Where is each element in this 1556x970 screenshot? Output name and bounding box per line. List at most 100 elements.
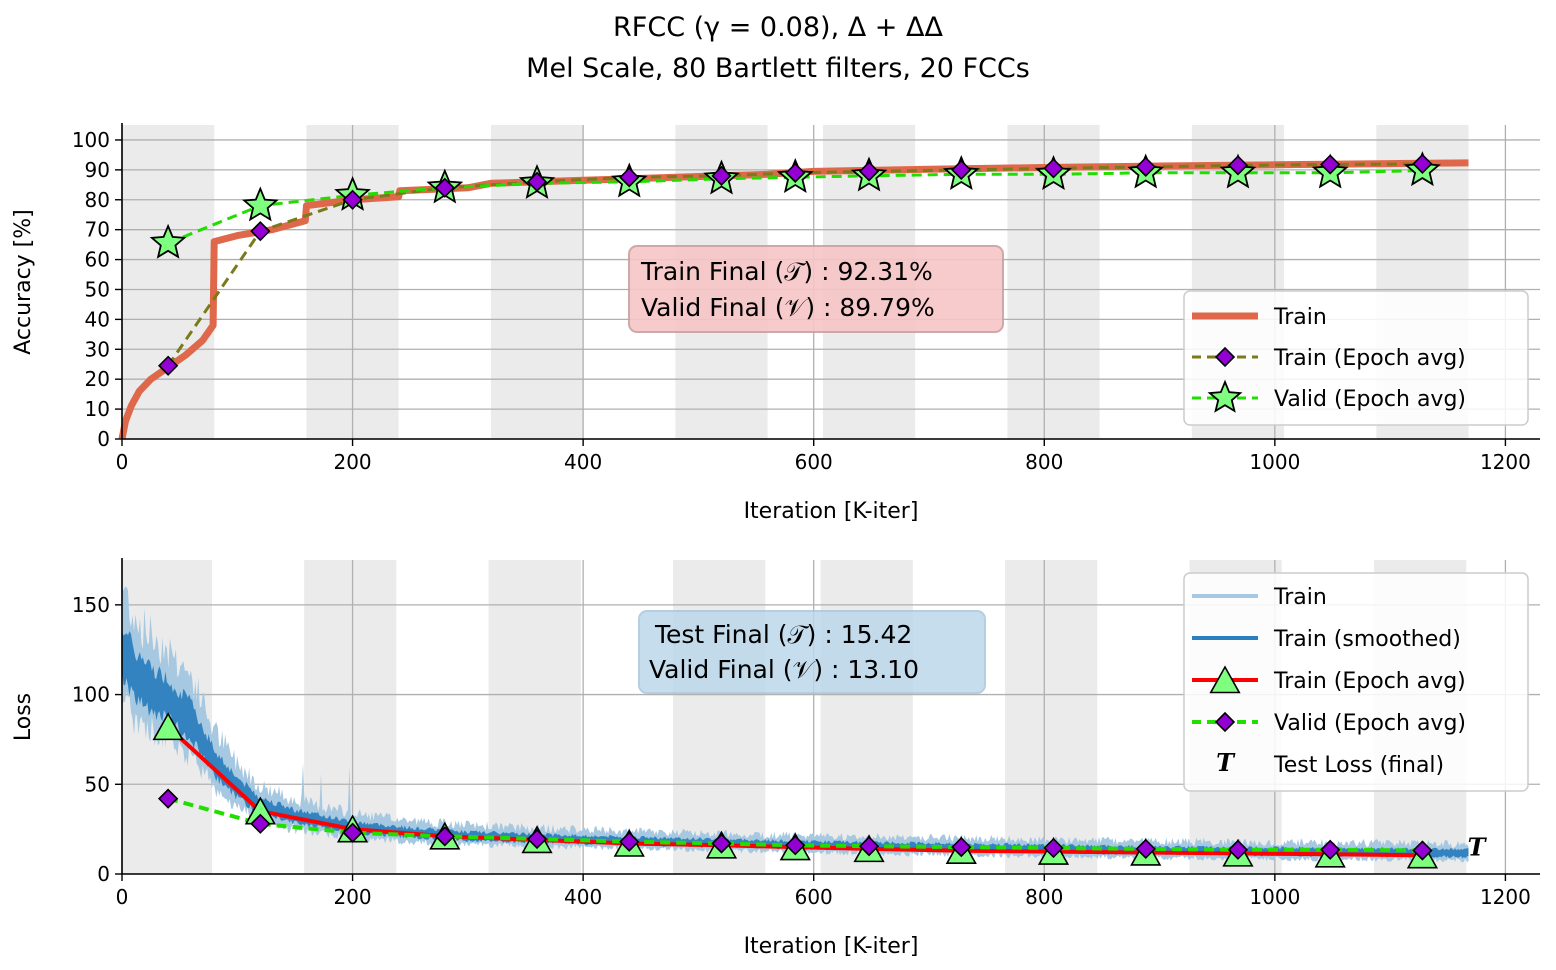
loss-valid-epoch-diamond: [858, 836, 880, 857]
loss-legend-test-marker: T: [1216, 748, 1236, 777]
acc-x-tick-label: 0: [116, 450, 129, 474]
loss-final-box: [638, 610, 986, 694]
loss-valid-epoch-diamond: [342, 822, 363, 843]
figure-title-line2: Mel Scale, 80 Bartlett filters, 20 FCCs: [526, 53, 1030, 84]
loss-valid-epoch-diamond: [434, 826, 455, 847]
loss-valid-epoch-diamond: [711, 833, 732, 854]
acc-y-tick-label: 40: [85, 307, 110, 331]
acc-valid-epoch-line: [167, 169, 1423, 245]
acc-valid-epoch-star: [149, 223, 187, 259]
acc-final-train-text: Train Final (𝒯) : 92.31%: [640, 257, 933, 286]
loss-legend-train-label: Train: [1273, 585, 1327, 610]
acc-x-tick-label: 1200: [1480, 450, 1531, 474]
loss-y-tick-label: 0: [97, 862, 110, 886]
acc-y-tick-label: 50: [85, 277, 110, 301]
acc-y-tick-label: 10: [85, 397, 110, 421]
loss-legend-train-epoch-triangle: [1209, 665, 1241, 694]
loss-valid-epoch-diamond: [1135, 838, 1156, 860]
loss-legend-box: [1183, 572, 1529, 792]
acc-legend-train-label: Train: [1273, 305, 1327, 330]
loss-chart: T 0 200 400 600 800 1000 1200 0 50 100 150 Iteration…: [11, 558, 1540, 959]
acc-legend-valid-epoch-label: Valid (Epoch avg): [1274, 387, 1466, 412]
loss-train-epoch-triangle: [152, 712, 184, 741]
loss-legend-valid-epoch-label: Valid (Epoch avg): [1274, 711, 1466, 736]
loss-epoch-band: [488, 560, 581, 874]
loss-epoch-band: [820, 560, 913, 874]
acc-y-tick-label: 30: [85, 337, 110, 361]
acc-train-epoch-diamond: [250, 221, 271, 242]
acc-train-epoch-diamond: [342, 189, 363, 210]
acc-train-epoch-diamond: [526, 171, 548, 192]
loss-valid-epoch-diamond: [619, 831, 640, 852]
acc-train-epoch-diamond: [157, 355, 179, 376]
acc-y-tick-label: 100: [72, 128, 110, 152]
loss-valid-epoch-diamond: [526, 828, 548, 850]
acc-y-tick-label: 80: [85, 188, 110, 212]
loss-x-tick-label: 200: [333, 885, 371, 909]
loss-x-tick-label: 1000: [1249, 885, 1300, 909]
acc-x-tick-label: 600: [795, 450, 833, 474]
loss-x-tick-label: 400: [564, 885, 602, 909]
acc-final-box: [628, 245, 1004, 333]
loss-epoch-band: [673, 560, 766, 874]
acc-y-tick-label: 20: [85, 367, 110, 391]
loss-valid-epoch-diamond: [1227, 839, 1249, 860]
acc-train-epoch-diamond: [434, 177, 455, 198]
acc-train-epoch-diamond: [1412, 153, 1433, 175]
acc-legend-train-epoch-label: Train (Epoch avg): [1273, 346, 1466, 371]
loss-valid-epoch-diamond: [157, 788, 179, 809]
loss-x-tick-label: 600: [795, 885, 833, 909]
loss-test-final-marker: T: [1468, 832, 1488, 861]
loss-y-tick-label: 150: [72, 593, 110, 617]
loss-legend-test-label: Test Loss (final): [1273, 753, 1444, 778]
acc-legend-box: [1183, 290, 1529, 426]
loss-final-valid-text: Valid Final (𝒱) : 13.10: [649, 655, 919, 684]
acc-train-epoch-diamond: [785, 162, 806, 183]
loss-valid-epoch-diamond: [1320, 839, 1341, 860]
acc-train-epoch-diamond: [1320, 154, 1341, 175]
acc-train-epoch-diamond: [1135, 156, 1156, 177]
acc-y-tick-label: 70: [85, 218, 110, 242]
figure-title-line1: RFCC (γ = 0.08), Δ + ΔΔ: [613, 12, 943, 43]
loss-valid-epoch-diamond: [785, 835, 806, 856]
loss-legend-valid-epoch-diamond: [1214, 711, 1236, 733]
acc-train-epoch-diamond: [951, 159, 972, 180]
acc-y-axis-label: Accuracy [%]: [11, 209, 36, 355]
loss-x-tick-label: 1200: [1480, 885, 1531, 909]
loss-y-axis-label: Loss: [11, 693, 36, 741]
acc-y-tick-label: 60: [85, 248, 110, 272]
loss-valid-epoch-diamond: [250, 813, 271, 834]
loss-epoch-band: [1005, 560, 1098, 874]
acc-x-tick-label: 1000: [1249, 450, 1300, 474]
acc-x-tick-label: 800: [1025, 450, 1063, 474]
loss-y-tick-label: 50: [85, 772, 110, 796]
acc-train-epoch-diamond: [711, 165, 732, 186]
acc-x-tick-label: 200: [333, 450, 371, 474]
loss-legend-train-epoch-label: Train (Epoch avg): [1273, 669, 1466, 694]
loss-x-tick-label: 800: [1025, 885, 1063, 909]
acc-x-tick-label: 400: [564, 450, 602, 474]
acc-valid-epoch-star: [241, 186, 279, 222]
acc-train-epoch-diamond: [619, 167, 640, 188]
loss-valid-epoch-diamond: [1412, 840, 1433, 861]
acc-y-tick-label: 90: [85, 158, 110, 182]
loss-final-test-text: Test Final (𝒯) : 15.42: [654, 620, 912, 649]
loss-valid-epoch-diamond: [951, 836, 972, 858]
acc-train-epoch-diamond: [1043, 158, 1064, 179]
acc-train-epoch-diamond: [1227, 155, 1249, 176]
acc-x-axis-label: Iteration [K-iter]: [744, 499, 919, 524]
acc-final-valid-text: Valid Final (𝒱) : 89.79%: [641, 293, 935, 322]
loss-valid-epoch-diamond: [1043, 837, 1064, 859]
acc-legend-train-epoch-diamond: [1214, 346, 1236, 368]
loss-legend-smoothed-label: Train (smoothed): [1273, 627, 1461, 652]
acc-y-tick-label: 0: [97, 427, 110, 451]
loss-x-tick-label: 0: [116, 885, 129, 909]
acc-legend-valid-epoch-star: [1207, 379, 1243, 413]
loss-x-axis-label: Iteration [K-iter]: [744, 934, 919, 959]
accuracy-chart: 0 200 400 600 800 1000 1200 0 10 20 30 40 50 60 70 80 90…: [11, 123, 1540, 524]
acc-train-epoch-diamond: [858, 161, 880, 182]
loss-y-tick-label: 100: [72, 683, 110, 707]
acc-epoch-band: [122, 125, 215, 439]
